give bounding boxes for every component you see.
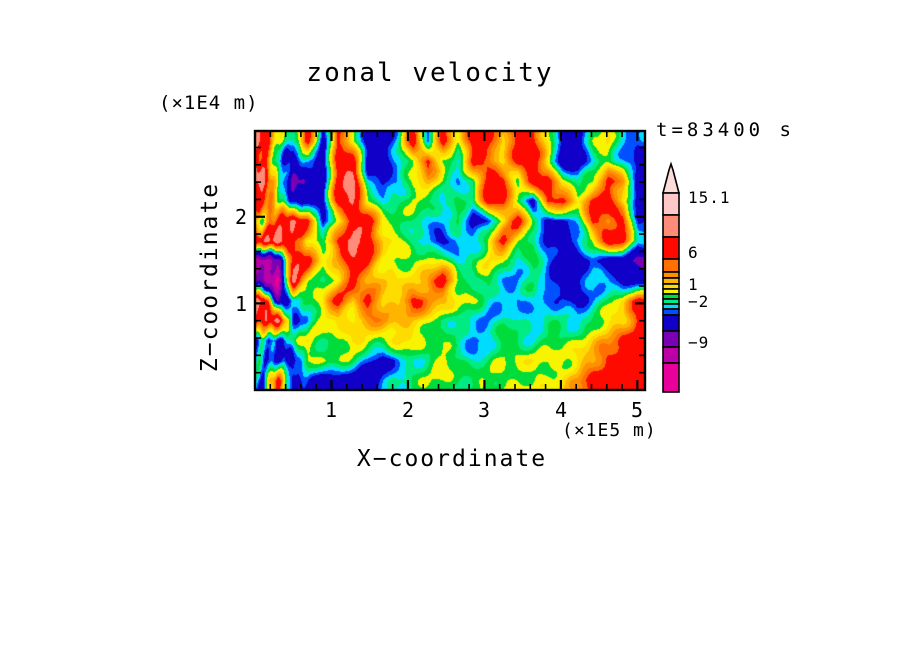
x-tick-label-5: 5 xyxy=(630,398,644,422)
z-tick-label-1: 1 xyxy=(234,292,247,316)
z-tick-label-2: 2 xyxy=(234,205,247,229)
colorbar-label-neg9: −9 xyxy=(688,333,710,352)
colorbar-label-max: 15.1 xyxy=(688,188,731,207)
x-tick-label-4: 4 xyxy=(554,398,568,422)
time-label: t=83400 s xyxy=(656,119,795,141)
x-axis-label: X−coordinate xyxy=(356,446,548,472)
contour-field-canvas xyxy=(255,131,645,390)
plot-title: zonal velocity xyxy=(306,58,554,88)
x-axis-units: (×1E5 m) xyxy=(562,420,657,441)
x-tick-label-1: 1 xyxy=(324,398,338,422)
colorbar-label-6: 6 xyxy=(688,243,699,262)
colorbar-label-1: 1 xyxy=(688,275,699,294)
z-axis-units: (×1E4 m) xyxy=(159,92,259,114)
x-tick-label-3: 3 xyxy=(477,398,491,422)
colorbar-label-neg2: −2 xyxy=(688,292,710,311)
x-tick-label-2: 2 xyxy=(401,398,415,422)
